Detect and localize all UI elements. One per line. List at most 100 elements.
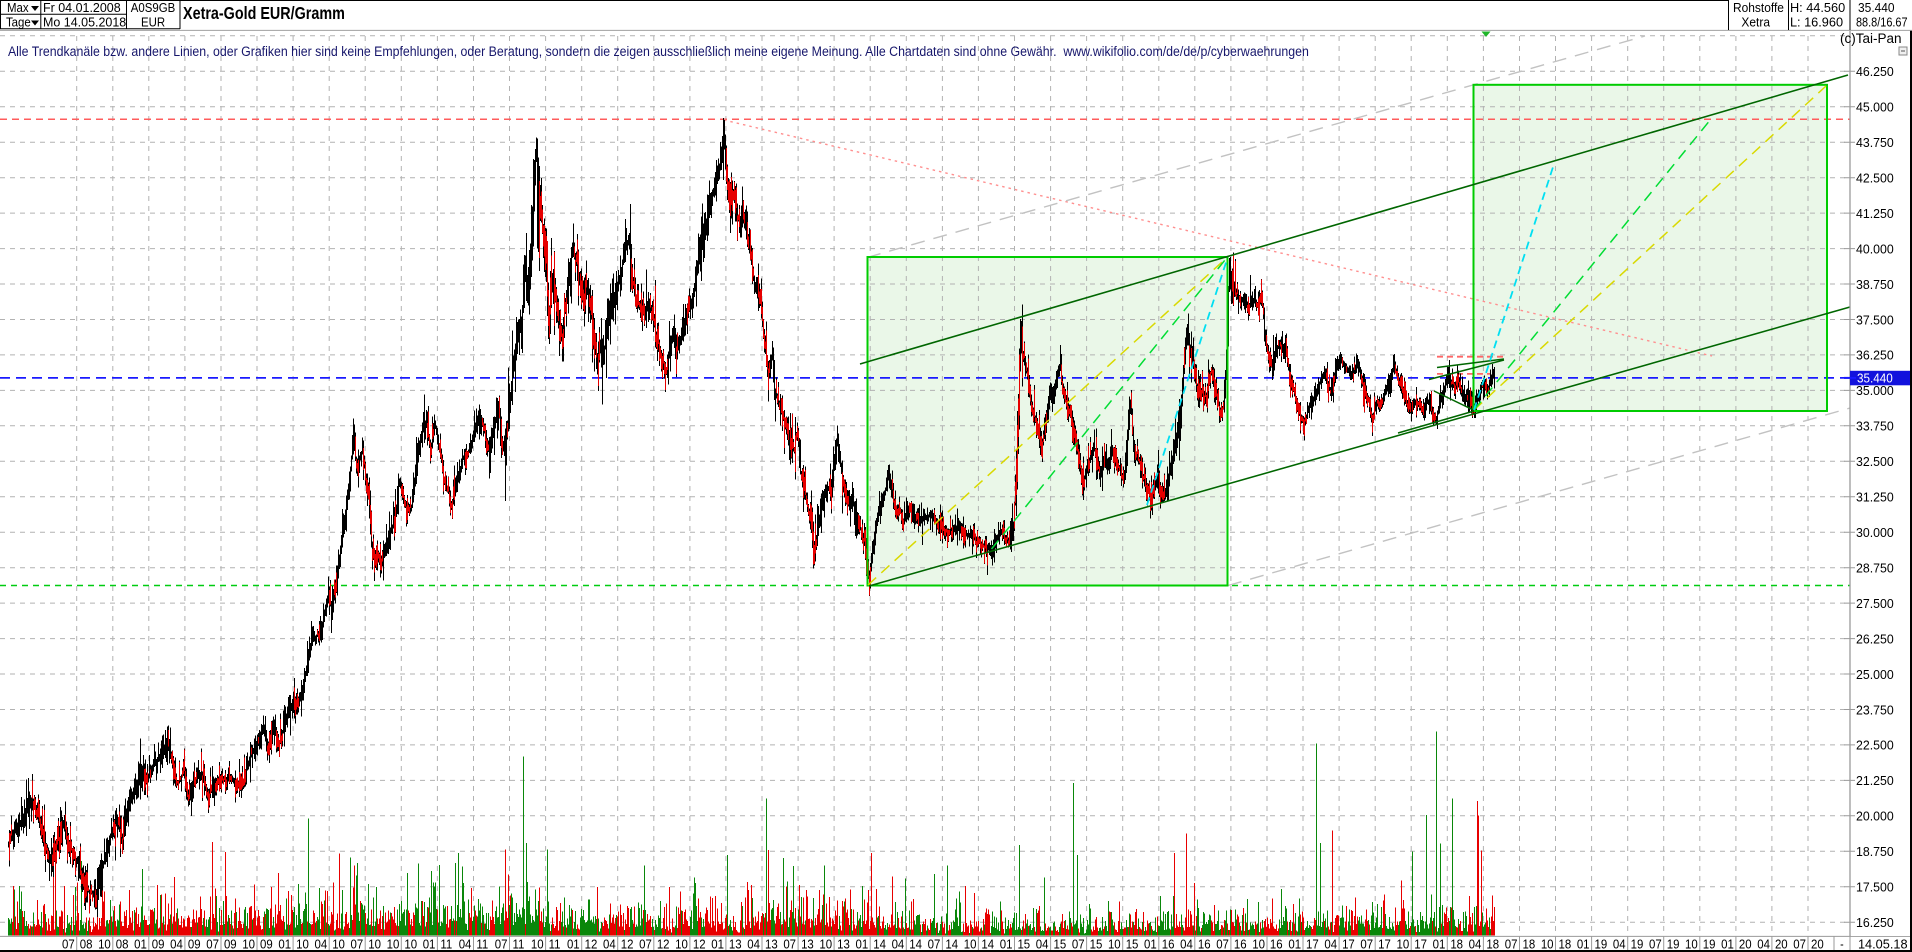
svg-text:04: 04: [459, 937, 472, 952]
svg-text:18.750: 18.750: [1856, 845, 1894, 859]
svg-text:10: 10: [819, 937, 832, 952]
svg-text:21.250: 21.250: [1856, 774, 1894, 788]
svg-text:04: 04: [1613, 937, 1626, 952]
svg-text:18: 18: [1558, 937, 1571, 952]
svg-text:14: 14: [873, 937, 886, 952]
svg-text:04: 04: [892, 937, 905, 952]
svg-text:11: 11: [549, 937, 561, 952]
svg-text:14: 14: [909, 937, 922, 952]
svg-text:01: 01: [1288, 937, 1301, 952]
svg-text:10: 10: [1685, 937, 1698, 952]
svg-text:10: 10: [296, 937, 309, 952]
svg-text:15: 15: [1126, 937, 1139, 952]
svg-text:16: 16: [1198, 937, 1211, 952]
svg-text:EUR: EUR: [141, 15, 165, 30]
svg-text:88.8/16.67: 88.8/16.67: [1856, 15, 1908, 30]
svg-text:04: 04: [314, 937, 327, 952]
svg-text:10: 10: [1108, 937, 1121, 952]
svg-text:10: 10: [242, 937, 255, 952]
svg-text:17: 17: [1306, 937, 1319, 952]
svg-text:35.440: 35.440: [1858, 1, 1895, 16]
svg-text:07: 07: [639, 937, 652, 952]
svg-text:23.750: 23.750: [1856, 703, 1894, 717]
svg-text:01: 01: [1577, 937, 1590, 952]
svg-text:32.500: 32.500: [1856, 455, 1894, 469]
svg-text:18: 18: [1522, 937, 1535, 952]
svg-text:Fr 04.01.2008: Fr 04.01.2008: [43, 0, 121, 15]
svg-text:04: 04: [1036, 937, 1049, 952]
svg-text:10: 10: [98, 937, 111, 952]
svg-text:Xetra: Xetra: [1741, 15, 1770, 30]
svg-text:04: 04: [1469, 937, 1482, 952]
svg-text:01: 01: [855, 937, 868, 952]
svg-text:14.05.18: 14.05.18: [1858, 936, 1908, 951]
svg-text:35.000: 35.000: [1856, 384, 1894, 398]
svg-text:16: 16: [1234, 937, 1247, 952]
svg-text:07: 07: [206, 937, 219, 952]
svg-text:13: 13: [765, 937, 778, 952]
svg-text:26.250: 26.250: [1856, 632, 1894, 646]
svg-text:45.000: 45.000: [1856, 100, 1894, 114]
svg-text:07: 07: [351, 937, 364, 952]
svg-text:31.250: 31.250: [1856, 490, 1894, 504]
svg-text:20: 20: [1739, 937, 1752, 952]
svg-text:L: 16.960: L: 16.960: [1790, 14, 1843, 29]
svg-text:11: 11: [440, 937, 452, 952]
svg-text:15: 15: [1090, 937, 1103, 952]
svg-text:30.000: 30.000: [1856, 526, 1894, 540]
svg-text:20: 20: [1811, 937, 1824, 952]
svg-text:01: 01: [1144, 937, 1157, 952]
svg-text:01: 01: [711, 937, 724, 952]
svg-text:07: 07: [495, 937, 508, 952]
svg-text:18: 18: [1486, 937, 1499, 952]
svg-text:04: 04: [170, 937, 183, 952]
svg-text:11: 11: [476, 937, 488, 952]
svg-text:07: 07: [928, 937, 941, 952]
svg-text:18: 18: [1450, 937, 1463, 952]
svg-text:Alle Trendkanäle bzw. andere L: Alle Trendkanäle bzw. andere Linien, ode…: [8, 43, 1309, 59]
svg-text:10: 10: [368, 937, 381, 952]
svg-text:16: 16: [1162, 937, 1175, 952]
svg-text:10: 10: [1397, 937, 1410, 952]
svg-text:14: 14: [981, 937, 994, 952]
svg-text:09: 09: [260, 937, 273, 952]
svg-text:38.750: 38.750: [1856, 278, 1894, 292]
svg-text:42.500: 42.500: [1856, 171, 1894, 185]
svg-text:H: 44.560: H: 44.560: [1790, 0, 1845, 15]
svg-text:07: 07: [1793, 937, 1806, 952]
svg-text:A0S9GB: A0S9GB: [131, 0, 175, 15]
svg-text:27.500: 27.500: [1856, 597, 1894, 611]
svg-text:10: 10: [531, 937, 544, 952]
svg-text:09: 09: [224, 937, 237, 952]
svg-text:19: 19: [1667, 937, 1680, 952]
svg-text:08: 08: [80, 937, 93, 952]
svg-text:13: 13: [837, 937, 850, 952]
svg-text:09: 09: [152, 937, 165, 952]
svg-text:12: 12: [585, 937, 598, 952]
svg-text:25.000: 25.000: [1856, 668, 1894, 682]
svg-text:10: 10: [1541, 937, 1554, 952]
svg-text:16: 16: [1270, 937, 1283, 952]
svg-text:22.500: 22.500: [1856, 738, 1894, 752]
svg-text:15: 15: [1054, 937, 1067, 952]
svg-text:17.500: 17.500: [1856, 880, 1894, 894]
svg-text:04: 04: [1324, 937, 1337, 952]
svg-text:07: 07: [1360, 937, 1373, 952]
svg-text:(c)Tai-Pan: (c)Tai-Pan: [1840, 31, 1902, 46]
svg-text:20.000: 20.000: [1856, 809, 1894, 823]
svg-text:12: 12: [693, 937, 706, 952]
svg-text:07: 07: [1072, 937, 1085, 952]
svg-text:28.750: 28.750: [1856, 561, 1894, 575]
svg-text:01: 01: [278, 937, 291, 952]
svg-text:15: 15: [1017, 937, 1030, 952]
svg-text:07: 07: [1649, 937, 1662, 952]
svg-text:Mo 14.05.2018: Mo 14.05.2018: [43, 14, 126, 29]
svg-text:Xetra-Gold EUR/Gramm: Xetra-Gold EUR/Gramm: [183, 5, 345, 24]
svg-text:01: 01: [1000, 937, 1013, 952]
svg-text:11: 11: [513, 937, 525, 952]
svg-text:10: 10: [1252, 937, 1265, 952]
svg-text:01: 01: [423, 937, 436, 952]
svg-text:36.250: 36.250: [1856, 348, 1894, 362]
svg-text:33.750: 33.750: [1856, 419, 1894, 433]
svg-text:10: 10: [675, 937, 688, 952]
